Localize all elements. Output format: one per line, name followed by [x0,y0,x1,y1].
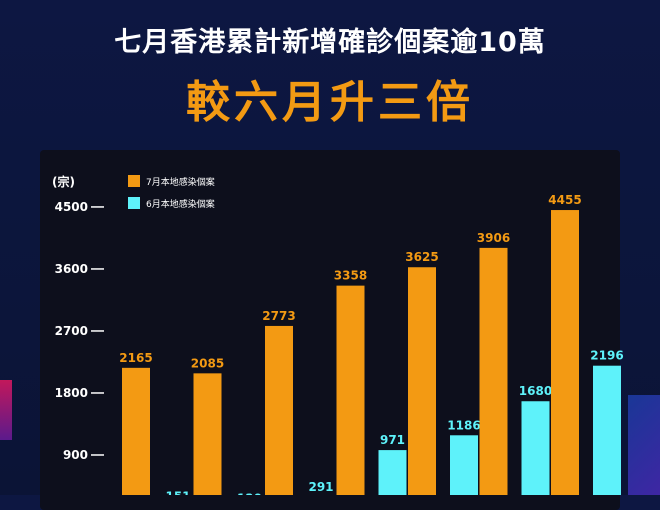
july-data-label-3: 2773 [262,309,295,323]
july-data-label-7: 4455 [548,193,581,207]
july-data-label-4: 3358 [334,269,367,283]
july-bar-7 [551,210,579,495]
july-data-label-2: 2085 [191,356,224,370]
june-bar-4 [378,450,407,495]
legend-swatch-0 [128,175,140,187]
july-data-label-6: 3906 [477,231,510,245]
june-data-label-4: 971 [380,433,405,447]
y-tick-label: 4500 [55,200,88,214]
june-data-label-3: 291 [308,480,333,494]
july-bar-2 [193,373,222,495]
legend-swatch-1 [128,197,140,209]
legend-label-1: 6月本地感染個案 [146,198,215,210]
july-data-label-5: 3625 [405,250,438,264]
y-tick-label: 2700 [55,324,88,338]
june-data-label-6: 1680 [519,384,552,398]
page-title: 七月香港累計新增確診個案逾10萬 [114,27,546,58]
june-bar-6 [521,401,550,495]
june-data-label-5: 1186 [447,418,480,432]
july-bar-5 [408,267,436,495]
y-tick-label: 1800 [55,386,88,400]
decorative-stripe-left [0,380,12,440]
y-tick-label: 900 [63,448,88,462]
page-subtitle: 較六月升三倍 [186,77,474,128]
june-bar-5 [450,435,478,495]
decorative-stripe-right [628,395,660,495]
july-bar-1 [122,367,150,495]
july-bar-4 [336,285,365,495]
july-data-label-1: 2165 [119,351,152,365]
june-data-label-7: 2196 [590,349,623,363]
june-data-label-2: 120 [237,492,262,495]
june-bar-7 [593,365,621,495]
july-bar-6 [479,247,508,495]
y-axis-label: (宗) [52,174,75,189]
bar-chart: (宗) 900 1800 2700 3600 4500 7月本地感染個案 6月本地感染個案 21… [52,174,624,495]
y-tick-label: 3600 [55,262,88,276]
july-bar-3 [265,325,293,495]
legend-label-0: 7月本地感染個案 [146,176,215,188]
june-data-label-1: 151 [165,490,190,495]
